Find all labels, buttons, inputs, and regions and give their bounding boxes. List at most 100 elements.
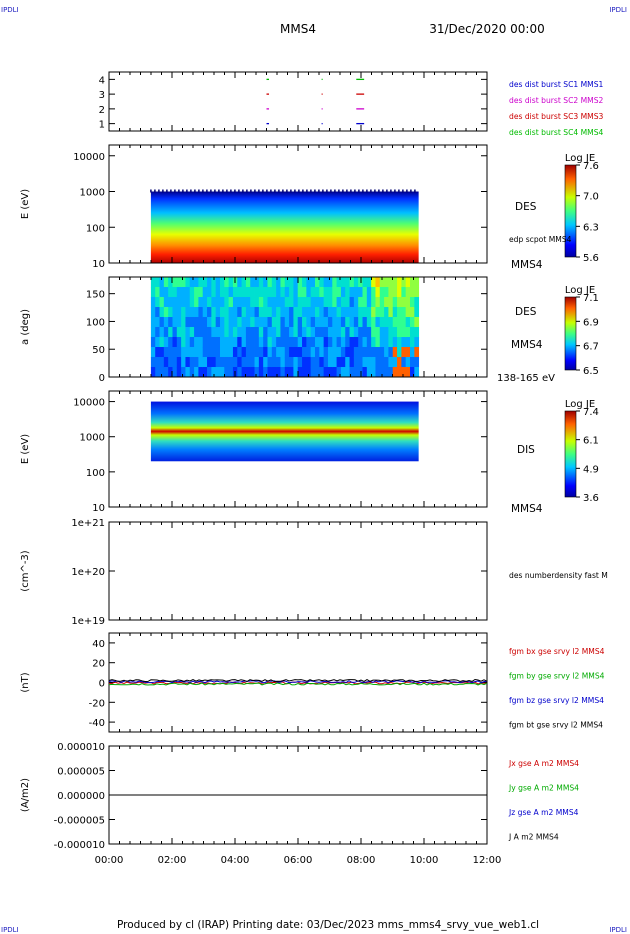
- panel-label: DIS: [517, 444, 535, 456]
- spectrogram-cell: [397, 357, 402, 368]
- spectrogram-cell: [168, 357, 173, 368]
- spectrogram-cell: [181, 367, 186, 378]
- spectrogram-cell: [345, 357, 350, 368]
- spectrogram-cell: [228, 297, 234, 308]
- spectrogram-cell: [392, 337, 398, 348]
- panel-label: DES: [515, 201, 537, 213]
- spectrogram-cell: [150, 347, 156, 358]
- spectrogram-cell: [340, 337, 346, 348]
- spectrogram-cell: [332, 297, 337, 308]
- spectrogram-cell: [181, 327, 186, 338]
- spectrogram-cell: [276, 347, 281, 358]
- spectrogram-cell: [211, 337, 217, 348]
- spectrogram-cell: [163, 287, 169, 298]
- spectrogram-cell: [258, 367, 264, 378]
- spectrogram-cell: [189, 337, 195, 348]
- spectrogram-cell: [159, 357, 165, 368]
- spectrogram-cell: [414, 367, 420, 378]
- spectrogram-cell: [349, 367, 355, 378]
- spectrogram-cell: [410, 287, 415, 298]
- spectrogram-cell: [384, 287, 389, 298]
- x-tick-label: 12:00: [473, 855, 502, 866]
- spectrogram-cell: [358, 327, 363, 338]
- spectrogram-cell: [245, 327, 251, 338]
- spectrogram-cell: [276, 297, 281, 308]
- legend-entry: fgm bx gse srvy l2 MMS4: [509, 647, 605, 656]
- spectrogram-cell: [314, 357, 320, 368]
- spectrogram-cell: [172, 327, 178, 338]
- spectrogram-cell: [397, 297, 402, 308]
- spectrogram-cell: [219, 357, 225, 368]
- spectrogram-cell: [150, 277, 156, 288]
- spectrogram-cell: [349, 357, 355, 368]
- spectrogram-cell: [366, 367, 372, 378]
- spectrogram-cell: [306, 277, 312, 288]
- spectrogram-cell: [405, 297, 411, 308]
- page-footer: Produced by cl (IRAP) Printing date: 03/…: [117, 919, 539, 931]
- spectrogram-cell: [366, 337, 372, 348]
- spectrogram-cell: [237, 297, 242, 308]
- colorbar-title: Log JE: [565, 153, 595, 164]
- spectrogram-cell: [241, 367, 247, 378]
- spectrogram-cell: [405, 327, 411, 338]
- spectrogram-cell: [280, 327, 286, 338]
- spectrogram-cell: [159, 277, 165, 288]
- spectrogram-cell: [345, 277, 350, 288]
- y-axis-label: (A/m2): [20, 778, 31, 812]
- spectrogram-cell: [215, 367, 221, 378]
- spectrogram-cell: [163, 317, 169, 328]
- spectrogram-cell: [250, 357, 255, 368]
- y-tick-label: -40: [89, 718, 105, 729]
- spectrogram-cell: [323, 367, 329, 378]
- spectrogram-cell: [168, 297, 173, 308]
- spectrogram-cell: [358, 287, 363, 298]
- spectrogram-cell: [340, 357, 346, 368]
- spectrogram-cell: [254, 347, 260, 358]
- spectrogram-cell: [362, 277, 368, 288]
- spectrogram-cell: [241, 277, 247, 288]
- spectrogram-cell: [340, 307, 346, 318]
- spectrogram-cell: [181, 297, 186, 308]
- spectrogram-cell: [410, 317, 415, 328]
- spectrogram-cell: [302, 337, 307, 348]
- spectrogram-cell: [314, 337, 320, 348]
- y-tick-label: 40: [92, 639, 105, 650]
- spectrogram-cell: [159, 337, 165, 348]
- spectrogram-cell: [189, 367, 195, 378]
- spectrogram-cell: [181, 357, 186, 368]
- spectrogram-cell: [189, 277, 195, 288]
- spectrogram-cell: [219, 327, 225, 338]
- spectrogram-cell: [237, 327, 242, 338]
- spectrogram-cell: [379, 357, 385, 368]
- spectrogram-cell: [405, 347, 411, 358]
- spectrogram-cell: [384, 307, 389, 318]
- spectrogram-cell: [336, 277, 342, 288]
- spectrogram-cell: [375, 357, 381, 368]
- spectrogram-cell: [181, 277, 186, 288]
- spectrogram-cell: [155, 297, 160, 308]
- spectrogram-cell: [332, 357, 337, 368]
- spectrogram-cell: [310, 337, 316, 348]
- spectrogram-cell: [327, 337, 333, 348]
- spectrogram-cell: [176, 297, 182, 308]
- spectrogram-cell: [366, 317, 372, 328]
- spectrogram-cell: [414, 337, 420, 348]
- spectrogram-cell: [263, 357, 268, 368]
- spectrogram-cell: [258, 337, 264, 348]
- spectrogram-cell: [219, 337, 225, 348]
- spectrogram-cell: [353, 327, 359, 338]
- spectrogram-cell: [176, 327, 182, 338]
- spectrogram-cell: [340, 347, 346, 358]
- y-tick-label: 150: [86, 290, 105, 301]
- spectrogram-cell: [155, 367, 160, 378]
- spectrogram-cell: [202, 297, 208, 308]
- spectrogram-cell: [336, 337, 342, 348]
- spectrogram-cell: [280, 307, 286, 318]
- spectrogram-cell: [176, 317, 182, 328]
- spectrogram-cell: [349, 327, 355, 338]
- spectrogram-cell: [375, 307, 381, 318]
- spectrogram-cell: [297, 287, 303, 298]
- spectrogram-cell: [254, 307, 260, 318]
- corner-label: IPDLI: [1, 926, 19, 934]
